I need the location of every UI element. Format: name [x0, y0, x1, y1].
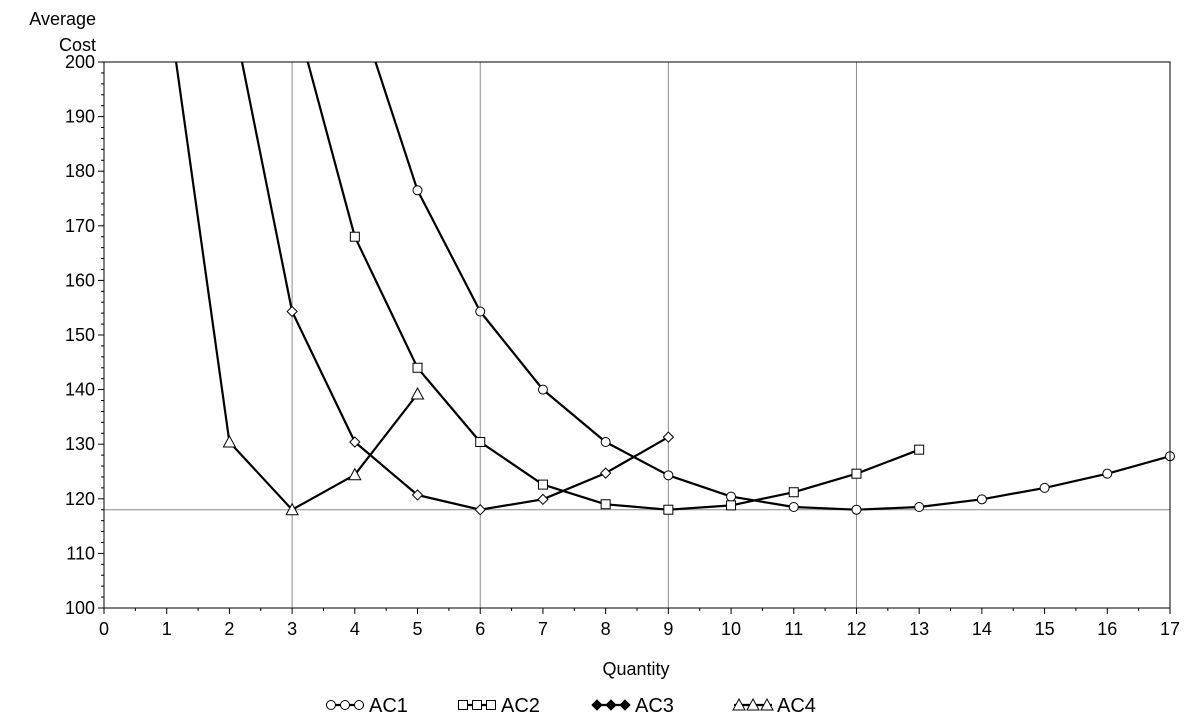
series-marker-ac2-12 [851, 468, 862, 479]
legend-marker-ac3-0 [591, 699, 603, 711]
x-tick-label-3: 3 [287, 619, 297, 639]
x-tick-label-7: 7 [538, 619, 548, 639]
legend-marker-ac4-1 [746, 697, 760, 711]
y-tick-label-160: 160 [65, 270, 95, 290]
legend-marker-ac1-1 [340, 700, 350, 710]
y-tick-label-120: 120 [65, 489, 95, 509]
x-tick-label-2: 2 [224, 619, 234, 639]
series-marker-ac1-15 [1039, 482, 1050, 493]
series-marker-ac1-10 [726, 491, 737, 502]
y-tick-label-100: 100 [65, 598, 95, 618]
legend-marker-ac4-2 [760, 697, 774, 711]
series-line-ac3 [240, 61, 669, 511]
legend-marker-ac3-2 [619, 699, 631, 711]
series-marker-ac1-5 [412, 185, 423, 196]
series-marker-ac2-4 [349, 231, 360, 242]
series-markers [222, 185, 1175, 516]
y-tick-label-200: 200 [65, 52, 95, 72]
series-marker-ac2-7 [537, 479, 548, 490]
y-tick-label-150: 150 [65, 325, 95, 345]
y-tick-label-110: 110 [66, 543, 95, 563]
series-marker-ac1-13 [914, 501, 925, 512]
legend-label-ac2: AC2 [501, 695, 540, 717]
series-marker-ac2-9 [663, 504, 674, 515]
legend-marker-ac1-0 [326, 700, 336, 710]
y-tick-label-190: 190 [65, 107, 95, 127]
series-marker-ac3-6 [474, 504, 486, 516]
x-tick-label-5: 5 [413, 619, 423, 639]
series-marker-ac3-7 [537, 493, 549, 506]
x-tick-label-0: 0 [99, 619, 109, 639]
series-marker-ac3-8 [599, 467, 612, 479]
y-tick-label-140: 140 [65, 380, 95, 400]
series-marker-ac3-9 [662, 431, 675, 443]
series-marker-ac1-14 [976, 494, 987, 505]
series-line-ac4 [175, 61, 419, 511]
series-line-ac2 [306, 61, 920, 511]
legend: AC1 AC2 AC3 AC4 [326, 695, 816, 717]
legend-marker-ac2-0 [458, 700, 468, 710]
x-tick-label-16: 16 [1097, 619, 1117, 639]
x-tick-label-1: 1 [162, 619, 172, 639]
series-marker-ac1-6 [475, 306, 486, 317]
legend-marker-ac2-2 [486, 700, 496, 710]
x-tick-label-9: 9 [663, 619, 673, 639]
y-axis-title-line-2: Cost [59, 35, 96, 55]
y-axis: 100 110 120 130 140 150 160 170 180 190 200 [65, 52, 104, 618]
series-marker-ac4-2 [222, 434, 237, 448]
x-axis: 0 1 2 3 4 5 6 7 8 9 10 11 12 13 14 15 16 17 [99, 608, 1180, 639]
legend-label-ac3: AC3 [635, 695, 674, 717]
legend-marker-ac4-0 [732, 697, 746, 711]
legend-marker-ac1-2 [354, 700, 364, 710]
series-marker-ac1-12 [851, 504, 862, 515]
x-tick-label-14: 14 [972, 619, 992, 639]
x-axis-title: Quantity [602, 659, 669, 679]
series-marker-ac2-11 [788, 487, 799, 498]
reference-lines [104, 62, 1170, 608]
series-marker-ac2-8 [600, 499, 611, 510]
series-marker-ac2-13 [914, 444, 925, 455]
y-tick-label-170: 170 [65, 216, 95, 236]
legend-marker-ac2-1 [472, 700, 482, 710]
plot-frame [103, 61, 1171, 609]
x-tick-label-6: 6 [475, 619, 485, 639]
x-tick-label-13: 13 [909, 619, 929, 639]
series-marker-ac1-16 [1102, 468, 1113, 479]
y-tick-label-130: 130 [65, 434, 95, 454]
series-lines [175, 61, 1171, 511]
y-axis-title-line-1: Average [29, 9, 96, 29]
x-tick-label-17: 17 [1160, 619, 1180, 639]
series-marker-ac4-3 [285, 502, 299, 516]
series-marker-ac1-8 [600, 437, 611, 448]
series-marker-ac1-7 [537, 384, 548, 395]
series-marker-ac2-5 [412, 362, 423, 373]
x-tick-label-8: 8 [601, 619, 611, 639]
series-marker-ac1-9 [663, 470, 674, 481]
series-marker-ac4-4 [347, 467, 362, 481]
y-tick-label-180: 180 [65, 161, 95, 181]
series-marker-ac3-4 [349, 436, 361, 448]
legend-label-ac1: AC1 [369, 695, 408, 717]
legend-label-ac4: AC4 [777, 695, 816, 717]
series-marker-ac3-3 [286, 305, 298, 318]
series-marker-ac1-11 [788, 501, 799, 512]
series-marker-ac3-5 [411, 489, 424, 501]
x-tick-label-15: 15 [1035, 619, 1055, 639]
series-marker-ac2-10 [726, 500, 737, 511]
x-tick-label-10: 10 [721, 619, 741, 639]
series-line-ac1 [374, 61, 1171, 511]
series-marker-ac4-5 [410, 386, 425, 400]
x-tick-label-11: 11 [784, 619, 803, 639]
x-tick-label-4: 4 [350, 619, 360, 639]
series-marker-ac2-6 [475, 437, 486, 448]
x-tick-label-12: 12 [846, 619, 866, 639]
legend-marker-ac3-1 [605, 699, 617, 711]
